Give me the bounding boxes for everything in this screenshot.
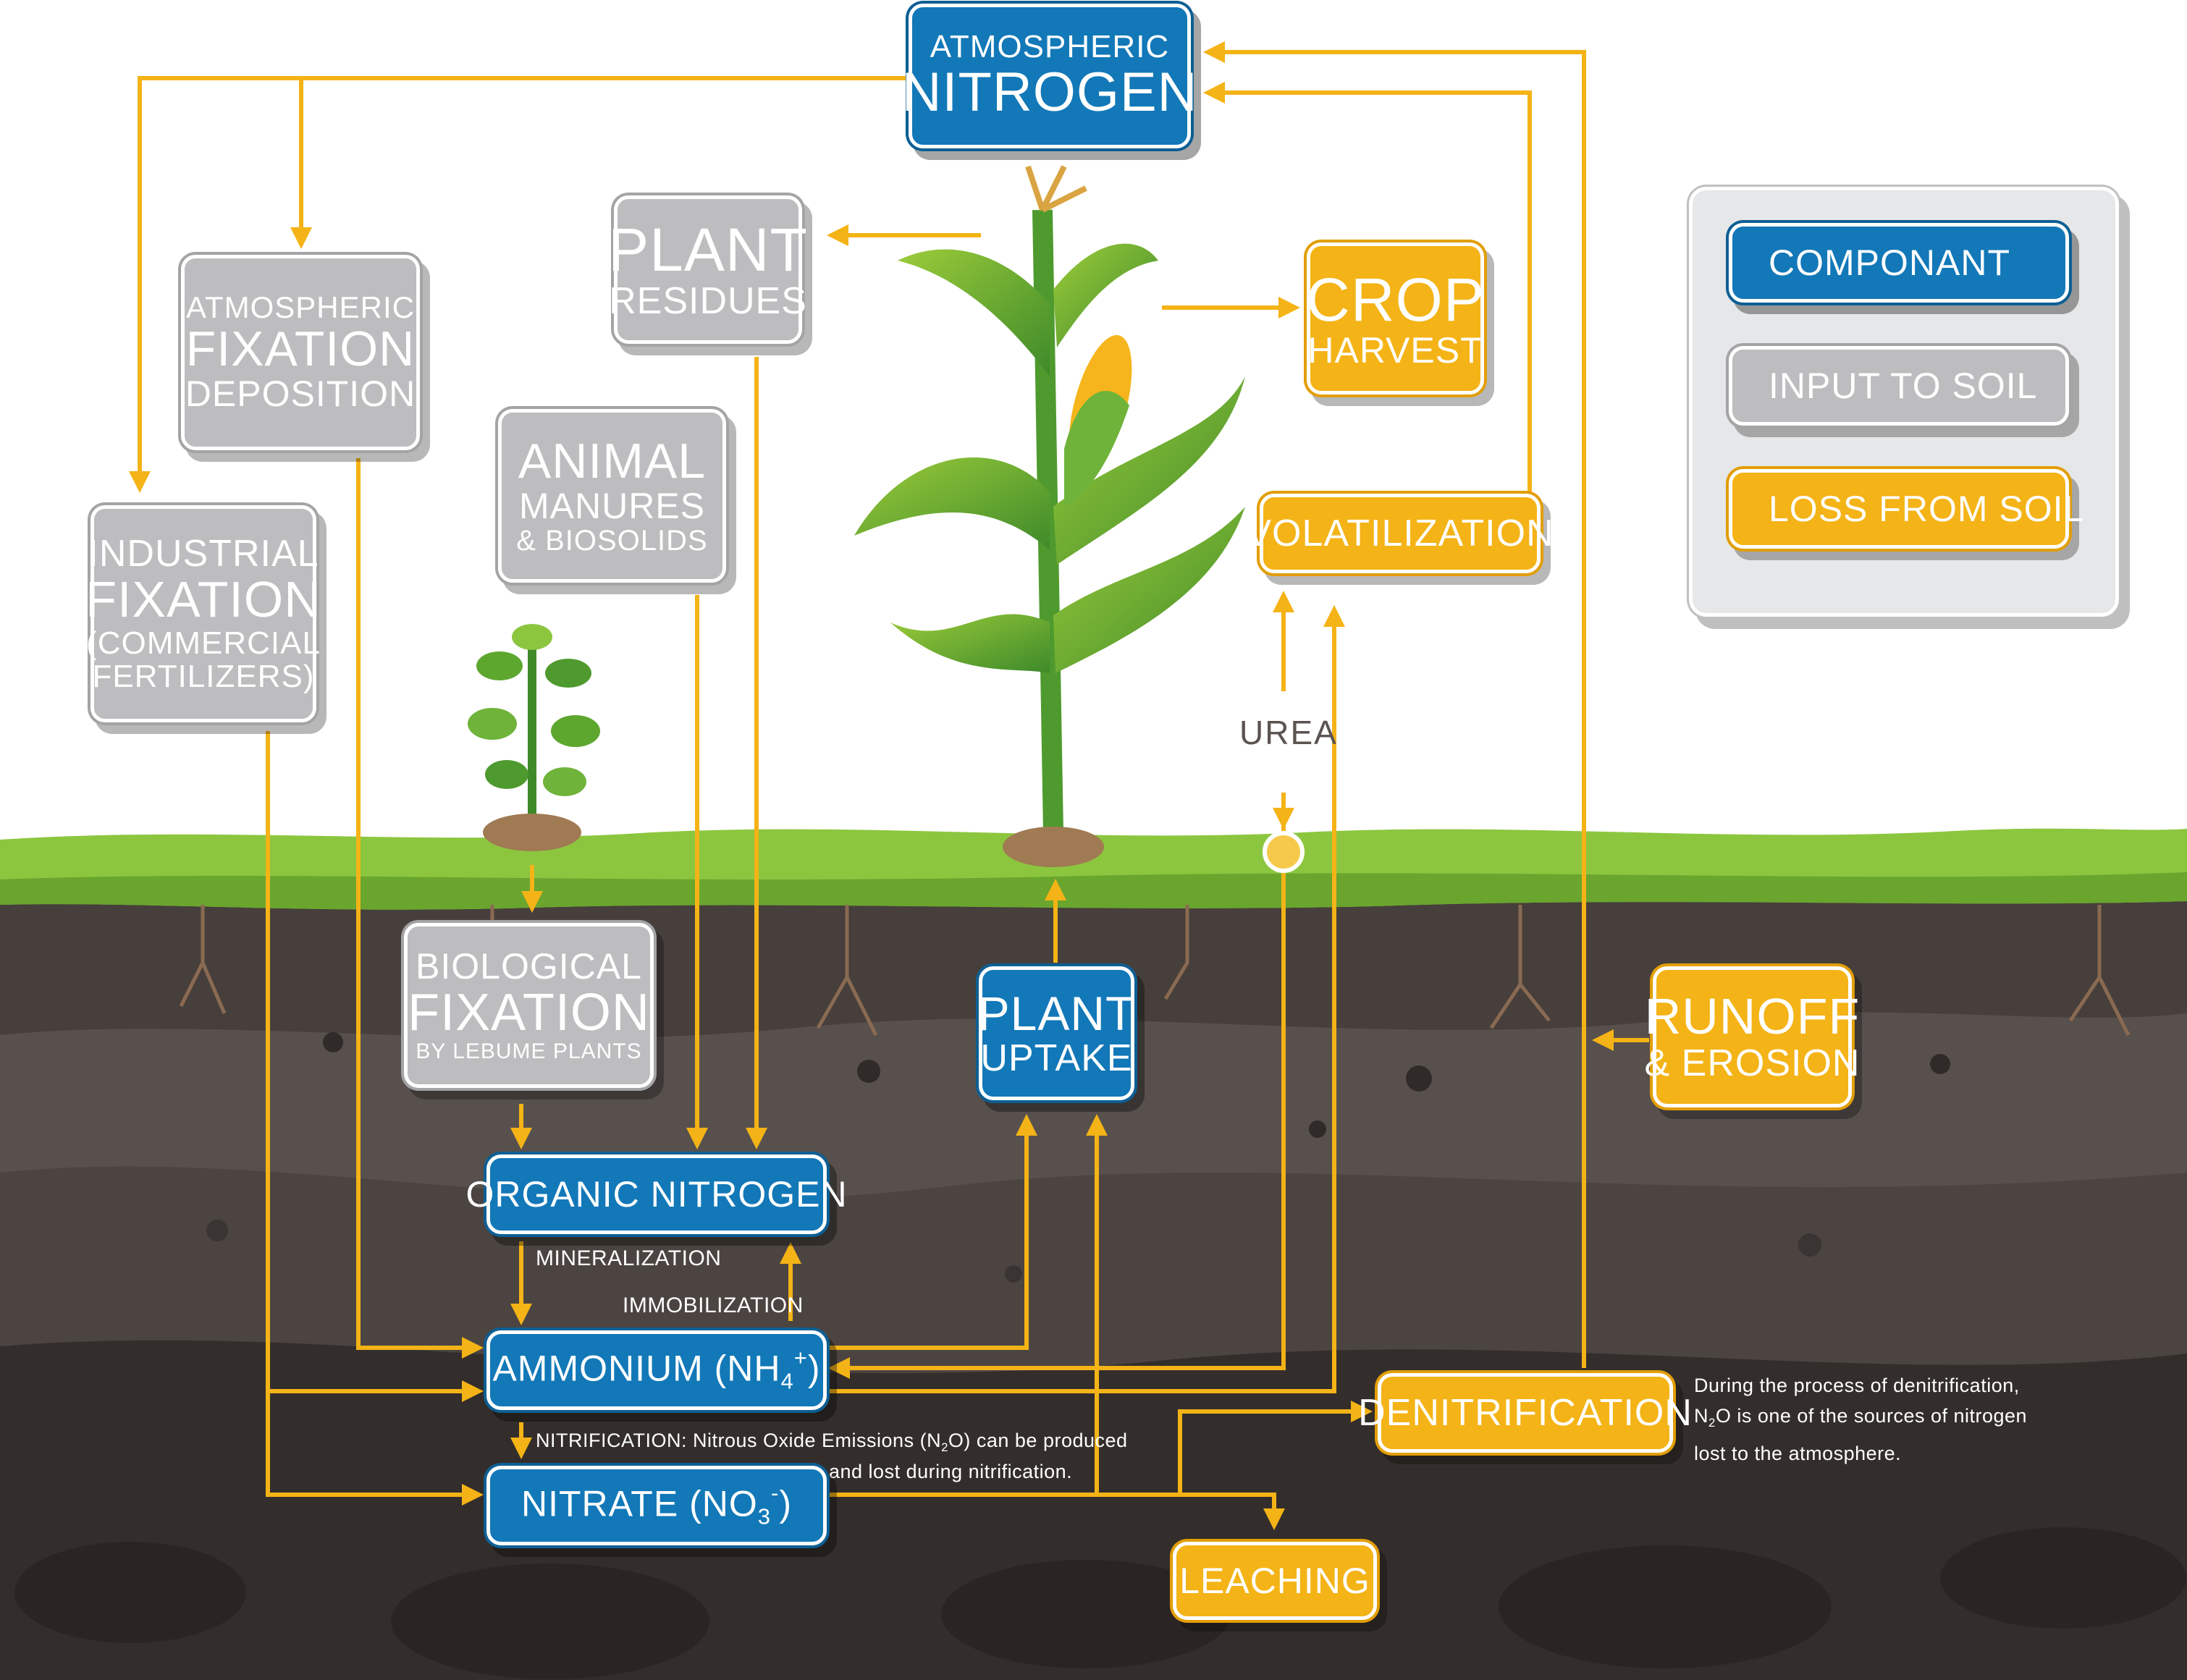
immobilization-label: IMMOBILIZATION	[623, 1293, 804, 1317]
runoff-line-1: RUNOFF	[1644, 988, 1861, 1045]
atmospheric-nitrogen-line-1: ATMOSPHERIC	[930, 29, 1170, 64]
legend-loss-label: LOSS FROM SOIL	[1769, 488, 2085, 529]
plant-residues-line-2: RESIDUES	[609, 280, 807, 323]
nitrate-subscript: 3	[757, 1503, 771, 1529]
atmospheric-nitrogen-box: ATMOSPHERIC NITROGEN	[901, 4, 1197, 148]
ammonium-box: AMMONIUM (NH4+)	[486, 1330, 827, 1410]
urea-label: UREA	[1239, 714, 1338, 751]
atmospheric-nitrogen-line-2: NITROGEN	[901, 62, 1198, 124]
biological-fixation-box: BIOLOGICAL FIXATION BY LEBUME PLANTS	[404, 923, 654, 1088]
nitrification-note-1a: NITRIFICATION: Nitrous Oxide Emissions (…	[536, 1430, 942, 1451]
plant-residues-box: PLANT RESIDUES	[608, 195, 807, 344]
nitrate-label: NITRATE (NO3-)	[521, 1482, 792, 1529]
ammonium-superscript: +	[793, 1345, 808, 1371]
crop-harvest-box: CROP HARVEST	[1306, 242, 1485, 394]
nitrate-prefix: NITRATE (NO	[521, 1484, 758, 1525]
denitrification-note-2-sub: 2	[1708, 1415, 1716, 1430]
leaching-box: LEACHING	[1173, 1542, 1377, 1620]
nitrification-note-1-sub: 2	[941, 1440, 948, 1454]
urea-node	[1263, 831, 1305, 873]
denitrification-note-line-3: lost to the atmosphere.	[1694, 1442, 1902, 1464]
legend-loss: LOSS FROM SOIL	[1729, 469, 2083, 549]
industrial-fixation-line-3: (COMMERCIAL	[86, 625, 321, 661]
denitrification-label: DENITRIFICATION	[1358, 1391, 1693, 1434]
runoff-erosion-box: RUNOFF & EROSION	[1645, 966, 1859, 1107]
animal-manures-line-2: MANURES	[518, 486, 706, 527]
industrial-fixation-box: INDUSTRIAL FIXATION (COMMERCIAL FERTILIZ…	[85, 505, 321, 722]
atmospheric-fixation-line-3: DEPOSITION	[185, 373, 416, 415]
legend-componant: COMPONANT	[1729, 223, 2069, 303]
organic-nitrogen-label: ORGANIC NITROGEN	[465, 1173, 848, 1215]
atmospheric-fixation-line-1: ATMOSPHERIC	[186, 290, 415, 324]
ammonium-label: AMMONIUM (NH4+)	[492, 1346, 820, 1393]
animal-manures-box: ANIMAL MANURES & BIOSOLIDS	[498, 409, 726, 583]
industrial-fixation-line-1: INDUSTRIAL	[88, 532, 319, 575]
denitrification-note-2a: N	[1694, 1405, 1708, 1427]
biological-fixation-line-3: BY LEBUME PLANTS	[416, 1039, 642, 1064]
animal-manures-line-3: & BIOSOLIDS	[516, 524, 708, 557]
legend-input: INPUT TO SOIL	[1729, 346, 2069, 426]
biological-fixation-line-1: BIOLOGICAL	[416, 946, 642, 987]
plant-uptake-line-2: UPTAKE	[980, 1037, 1133, 1079]
biological-fixation-line-2: FIXATION	[408, 983, 650, 1042]
crop-harvest-line-2: HARVEST	[1307, 329, 1483, 371]
legend: COMPONANT INPUT TO SOIL LOSS FROM SOIL	[1689, 187, 2119, 617]
legend-componant-label: COMPONANT	[1769, 242, 2010, 283]
denitrification-note-line-1: During the process of denitrification,	[1694, 1375, 2020, 1396]
mineralization-label: MINERALIZATION	[536, 1246, 722, 1270]
denitrification-note: During the process of denitrification, N…	[1694, 1370, 2027, 1469]
ammonium-prefix: AMMONIUM (NH	[492, 1348, 781, 1390]
nitrate-box: NITRATE (NO3-)	[486, 1466, 827, 1545]
volatilization-box: VOLATILIZATION	[1246, 494, 1554, 573]
denitrification-note-line-2: N2O is one of the sources of nitrogen	[1694, 1401, 2027, 1438]
legend-input-label: INPUT TO SOIL	[1769, 365, 2038, 406]
crop-harvest-line-1: CROP	[1306, 265, 1485, 334]
plant-uptake-line-1: PLANT	[977, 986, 1136, 1040]
flow-arrows	[129, 41, 1649, 1530]
plant-residues-line-1: PLANT	[608, 216, 808, 284]
corn-plant	[854, 165, 1245, 867]
runoff-line-2: & EROSION	[1644, 1042, 1861, 1084]
legume-plant	[468, 624, 600, 851]
nitrate-superscript: -	[771, 1480, 780, 1506]
plant-uptake-box: PLANT UPTAKE	[977, 966, 1136, 1100]
volatilization-label: VOLATILIZATION	[1246, 512, 1554, 554]
ammonium-suffix: )	[807, 1348, 821, 1390]
nitrification-note-line-1: NITRIFICATION: Nitrous Oxide Emissions (…	[536, 1430, 1128, 1455]
organic-nitrogen-box: ORGANIC NITROGEN	[465, 1155, 847, 1234]
ammonium-subscript: 4	[780, 1368, 794, 1394]
denitrification-box: DENITRIFICATION	[1358, 1373, 1692, 1453]
nitrification-note-line-2: and lost during nitrification.	[829, 1461, 1073, 1482]
denitrification-note-2b: O is one of the sources of nitrogen	[1715, 1405, 2028, 1427]
industrial-fixation-line-2: FIXATION	[85, 571, 321, 628]
animal-manures-line-1: ANIMAL	[518, 434, 707, 489]
industrial-fixation-line-4: FERTILIZERS)	[92, 659, 315, 695]
atmospheric-fixation-line-2: FIXATION	[185, 321, 416, 377]
leaching-label: LEACHING	[1179, 1560, 1370, 1601]
atmospheric-fixation-box: ATMOSPHERIC FIXATION DEPOSITION	[181, 255, 420, 450]
nitrate-suffix: )	[779, 1484, 792, 1525]
nitrification-note-1b: O) can be produced	[948, 1430, 1128, 1451]
